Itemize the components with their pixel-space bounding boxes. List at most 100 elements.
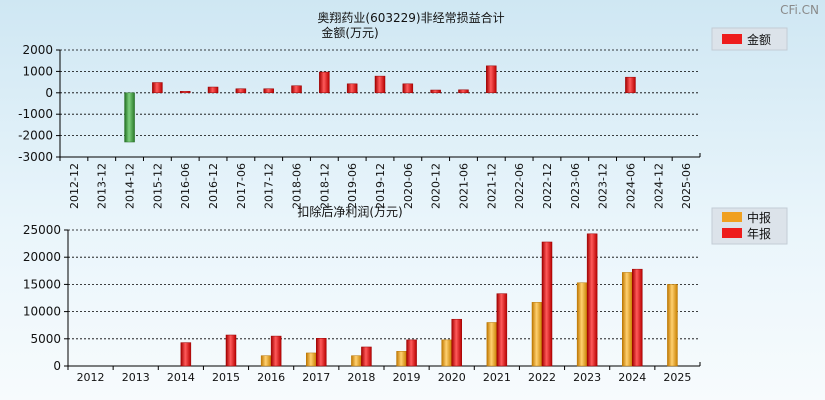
y-tick-label: 10000	[23, 305, 61, 319]
x-tick-label: 2025	[663, 371, 691, 384]
x-tick-label: 2021-12	[485, 163, 498, 209]
x-tick-label: 2025-06	[680, 163, 693, 209]
x-tick-label: 2022-06	[513, 163, 526, 209]
x-tick-label: 2023	[573, 371, 601, 384]
bar-金额-2014-12	[124, 92, 135, 143]
x-tick-label: 2020-06	[402, 163, 415, 209]
y-tick-label: 15000	[23, 277, 61, 291]
bar-金额-2021-12	[486, 65, 497, 94]
bar-年报-2022	[541, 241, 553, 367]
bar-年报-2020	[451, 318, 462, 367]
bar-中报-2018	[351, 355, 362, 367]
bar-年报-2024	[632, 268, 643, 367]
bar-金额-2016-12	[207, 86, 219, 94]
legend-label-interim: 中报	[747, 210, 771, 225]
y-tick-label: 1000	[22, 64, 53, 78]
bar-年报-2019	[406, 339, 417, 367]
y-tick-label: 25000	[23, 223, 61, 237]
x-tick-label: 2014-12	[124, 163, 137, 209]
x-tick-label: 2012-12	[68, 163, 81, 209]
x-tick-label: 2013-12	[96, 163, 109, 209]
x-tick-label: 2016-06	[179, 163, 192, 209]
x-tick-label: 2017	[302, 371, 330, 384]
bar-金额-2021-06	[458, 89, 469, 94]
x-tick-label: 2018-12	[318, 163, 331, 209]
x-tick-label: 2024	[618, 371, 646, 384]
x-tick-label: 2019	[393, 371, 421, 384]
bar-中报-2020	[441, 339, 452, 367]
y-tick-label: 0	[45, 86, 53, 100]
y-tick-label: 0	[53, 359, 61, 373]
bar-金额-2018-06	[291, 85, 302, 94]
y-tick-label: -2000	[18, 129, 53, 143]
chart2-legend: 中报 年报	[711, 207, 788, 245]
x-tick-label: 2013	[122, 371, 150, 384]
x-tick-label: 2015	[212, 371, 240, 384]
x-tick-label: 2020	[438, 371, 466, 384]
x-tick-label: 2023-12	[597, 163, 610, 209]
bar-金额-2015-12	[152, 82, 163, 94]
chart1-subtitle: 金额(万元)	[321, 25, 378, 40]
bar-中报-2019	[396, 351, 407, 367]
bar-金额-2019-12	[374, 75, 386, 94]
x-tick-label: 2023-06	[569, 163, 582, 209]
bar-中报-2024	[622, 272, 633, 367]
y-tick-label: -3000	[18, 150, 53, 164]
bar-中报-2017	[306, 352, 317, 367]
legend-label-annual: 年报	[747, 226, 771, 241]
x-tick-label: 2017-12	[263, 163, 276, 209]
legend-swatch-interim	[722, 212, 742, 222]
bar-中报-2016	[260, 355, 272, 367]
bar-金额-2018-12	[319, 71, 330, 94]
x-tick-label: 2019-12	[374, 163, 387, 209]
x-tick-label: 2012	[77, 371, 105, 384]
y-tick-label: -1000	[18, 107, 53, 121]
bar-年报-2021	[496, 293, 508, 367]
bar-中报-2023	[576, 282, 588, 367]
bar-金额-2020-12	[430, 89, 441, 94]
bar-中报-2022	[531, 302, 543, 367]
watermark: CFi.CN	[780, 3, 819, 17]
bar-年报-2015	[225, 334, 237, 367]
bar-中报-2021	[486, 322, 498, 367]
legend-swatch-jin-e	[722, 34, 742, 44]
x-tick-label: 2017-06	[235, 163, 248, 209]
bar-年报-2023	[586, 233, 598, 367]
x-tick-label: 2015-12	[151, 163, 164, 209]
x-tick-label: 2020-12	[430, 163, 443, 209]
chart2-plot: 25000 20000 15000 10000 5000 0 2012 2013 2014 201…	[23, 223, 701, 384]
x-tick-label: 2021	[483, 371, 511, 384]
bar-金额-2017-06	[235, 88, 247, 94]
x-tick-label: 2018	[347, 371, 375, 384]
x-tick-label: 2016-12	[207, 163, 220, 209]
y-tick-label: 2000	[22, 43, 53, 57]
bar-年报-2016	[270, 335, 282, 367]
bar-金额-2016-06	[179, 91, 191, 94]
x-tick-label: 2019-06	[346, 163, 359, 209]
bar-金额-2020-06	[402, 83, 414, 94]
chart2-title: 扣除后净利润(万元)	[297, 204, 402, 219]
legend-swatch-annual	[722, 228, 742, 238]
bar-年报-2014	[180, 342, 192, 367]
x-tick-label: 2022-12	[541, 163, 554, 209]
y-tick-label: 20000	[23, 250, 61, 264]
chart1-plot: 2000 1000 0 -1000 -2000 -3000 2012-12 2013-12 20…	[18, 43, 701, 209]
x-tick-label: 2016	[257, 371, 285, 384]
x-tick-label: 2014	[167, 371, 195, 384]
x-tick-label: 2024-12	[652, 163, 665, 209]
bar-金额-2019-06	[346, 83, 358, 94]
bar-中报-2025	[667, 284, 678, 367]
x-tick-label: 2024-06	[624, 163, 637, 209]
chart1-title: 奥翔药业(603229)非经常损益合计	[317, 10, 504, 25]
x-tick-label: 2018-06	[291, 163, 304, 209]
x-tick-label: 2021-06	[457, 163, 470, 209]
bar-金额-2017-12	[263, 88, 274, 94]
legend-label-jin-e: 金额	[747, 32, 771, 47]
x-tick-label: 2022	[528, 371, 556, 384]
chart1-legend: 金额	[711, 27, 788, 51]
bar-年报-2017	[316, 338, 327, 367]
y-tick-label: 5000	[30, 332, 61, 346]
bar-金额-2024-06	[625, 76, 636, 94]
bar-年报-2018	[361, 346, 372, 367]
